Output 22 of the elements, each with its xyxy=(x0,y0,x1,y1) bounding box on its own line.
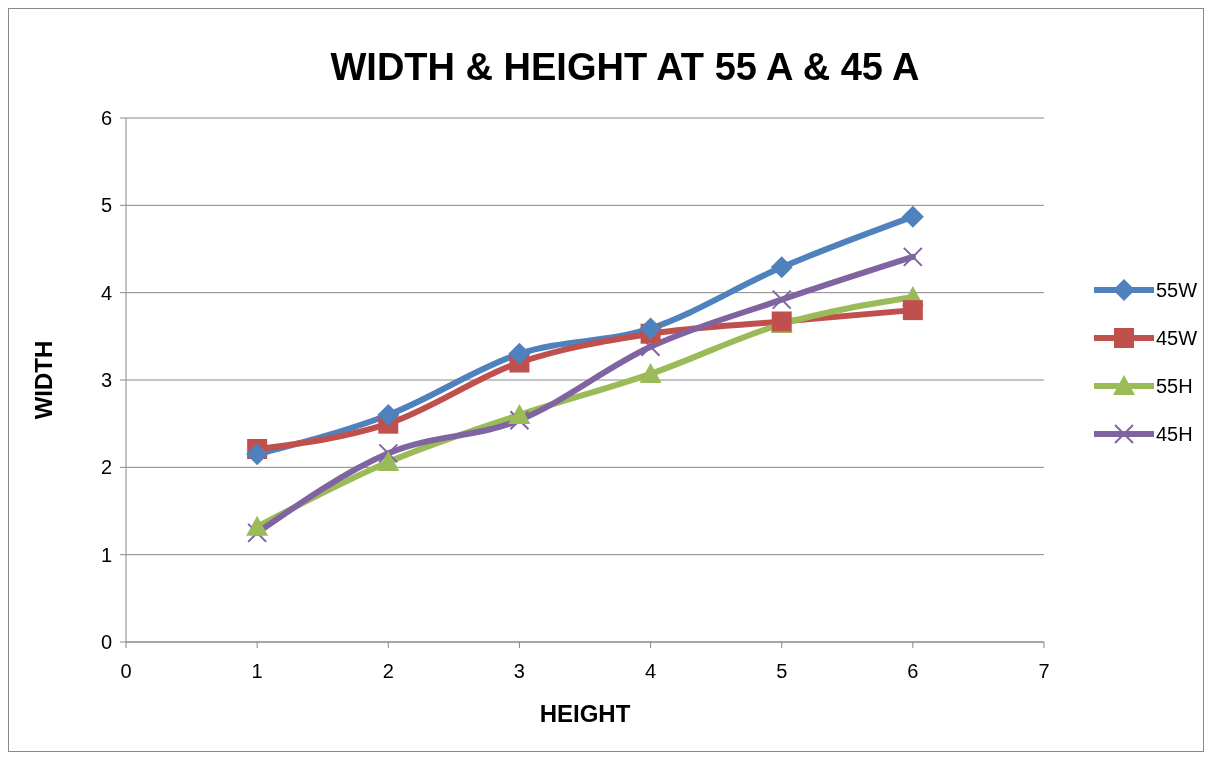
x-tick-label: 7 xyxy=(1038,660,1050,682)
y-tick-label: 5 xyxy=(100,194,112,217)
y-tick-label: 2 xyxy=(100,456,112,479)
x-tick-label: 4 xyxy=(645,660,657,682)
y-tick-label: 1 xyxy=(100,543,112,566)
y-axis-title: WIDTH xyxy=(30,340,57,420)
x-tick-label: 1 xyxy=(251,660,263,682)
x-tick-label: 2 xyxy=(382,660,394,682)
y-tick-label: 3 xyxy=(100,369,112,391)
legend-label: 45W xyxy=(1156,327,1198,349)
legend-label: 45H xyxy=(1156,423,1193,445)
y-tick-label: 0 xyxy=(100,631,112,653)
x-tick-label: 0 xyxy=(120,660,132,682)
x-tick-label: 3 xyxy=(513,660,525,682)
y-tick-label: 4 xyxy=(100,281,112,304)
x-axis-title: HEIGHT xyxy=(539,700,631,727)
legend-label: 55H xyxy=(1156,375,1193,397)
x-tick-label: 5 xyxy=(776,660,788,682)
legend-label: 55W xyxy=(1156,279,1198,301)
x-tick-label: 6 xyxy=(907,660,919,682)
chart-title: WIDTH & HEIGHT AT 55 A & 45 A xyxy=(330,46,920,88)
y-tick-label: 6 xyxy=(100,107,112,129)
